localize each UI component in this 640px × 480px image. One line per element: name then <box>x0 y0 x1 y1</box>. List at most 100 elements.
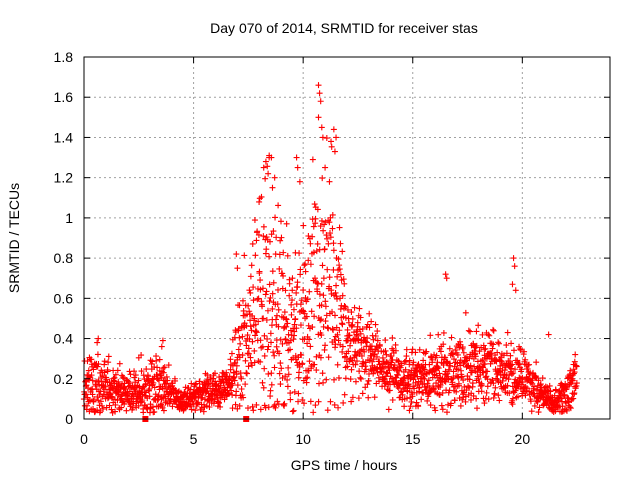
data-point <box>344 306 351 313</box>
data-point <box>265 343 272 350</box>
data-point-outlier <box>316 90 323 97</box>
data-point <box>311 313 318 320</box>
data-point <box>225 376 232 383</box>
data-point <box>100 405 107 412</box>
data-point <box>280 272 287 279</box>
data-point <box>289 287 296 294</box>
data-point <box>410 359 417 366</box>
data-point <box>334 361 341 368</box>
data-point <box>504 329 511 336</box>
data-point <box>334 331 341 338</box>
data-point <box>337 295 344 302</box>
data-point <box>251 347 258 354</box>
data-point <box>318 302 325 309</box>
data-point <box>348 398 355 405</box>
data-point <box>491 391 498 398</box>
data-point <box>373 366 380 373</box>
data-point <box>508 340 515 347</box>
data-point <box>243 370 250 377</box>
data-point-outlier <box>512 287 519 294</box>
x-tick-label: 0 <box>80 431 88 447</box>
data-point <box>163 380 170 387</box>
data-point-outlier <box>319 134 326 141</box>
data-point <box>312 402 319 409</box>
data-point <box>336 327 343 334</box>
data-point <box>189 398 196 405</box>
data-point-outlier <box>331 148 338 155</box>
data-point <box>307 240 314 247</box>
data-point <box>281 400 288 407</box>
data-point <box>292 315 299 322</box>
data-point <box>256 268 263 275</box>
data-point <box>462 398 469 405</box>
data-point <box>379 354 386 361</box>
data-point <box>409 346 416 353</box>
data-point <box>485 331 492 338</box>
data-point <box>425 377 432 384</box>
data-point <box>386 367 393 374</box>
data-point <box>233 371 240 378</box>
data-point <box>320 227 327 234</box>
data-point <box>264 307 271 314</box>
data-point <box>298 352 305 359</box>
data-point <box>342 375 349 382</box>
data-point <box>192 381 199 388</box>
data-point <box>358 375 365 382</box>
data-point <box>266 238 273 245</box>
data-point <box>163 373 170 380</box>
data-point <box>295 398 302 405</box>
data-point <box>322 342 329 349</box>
data-point <box>275 306 282 313</box>
data-points <box>80 82 580 422</box>
data-point <box>149 403 156 410</box>
data-point <box>571 390 578 397</box>
data-point <box>522 392 529 399</box>
data-point <box>97 388 104 395</box>
data-point <box>499 377 506 384</box>
data-point <box>510 347 517 354</box>
data-point-outlier <box>333 134 340 141</box>
data-point <box>108 406 115 413</box>
data-point <box>357 314 364 321</box>
data-point <box>272 214 279 221</box>
data-point <box>347 376 354 383</box>
data-point-outlier <box>315 82 322 89</box>
data-point <box>274 301 281 308</box>
data-point <box>432 407 439 414</box>
data-point <box>327 234 334 241</box>
data-point <box>267 387 274 394</box>
data-point-outlier <box>268 154 275 161</box>
data-point <box>408 398 415 405</box>
data-point <box>573 380 580 387</box>
data-point <box>153 357 160 364</box>
data-point <box>341 303 348 310</box>
data-point <box>221 396 228 403</box>
data-point <box>291 388 298 395</box>
data-point <box>394 372 401 379</box>
data-point <box>317 223 324 230</box>
data-point <box>484 383 491 390</box>
data-point <box>285 364 292 371</box>
data-point <box>571 369 578 376</box>
data-point <box>559 403 566 410</box>
data-point <box>248 327 255 334</box>
data-point <box>301 400 308 407</box>
data-point <box>277 237 284 244</box>
y-tick-label: 1.2 <box>54 170 74 186</box>
data-point <box>247 273 254 280</box>
data-point <box>370 336 377 343</box>
data-point <box>259 379 266 386</box>
data-point <box>112 401 119 408</box>
data-point <box>138 352 145 359</box>
data-point <box>263 246 270 253</box>
data-point <box>260 233 267 240</box>
data-point <box>216 374 223 381</box>
data-point <box>257 337 264 344</box>
data-point <box>303 379 310 386</box>
data-point <box>322 298 329 305</box>
data-point <box>333 282 340 289</box>
data-point <box>289 297 296 304</box>
data-point <box>252 252 259 259</box>
data-point-outlier <box>262 158 269 165</box>
data-point <box>496 397 503 404</box>
